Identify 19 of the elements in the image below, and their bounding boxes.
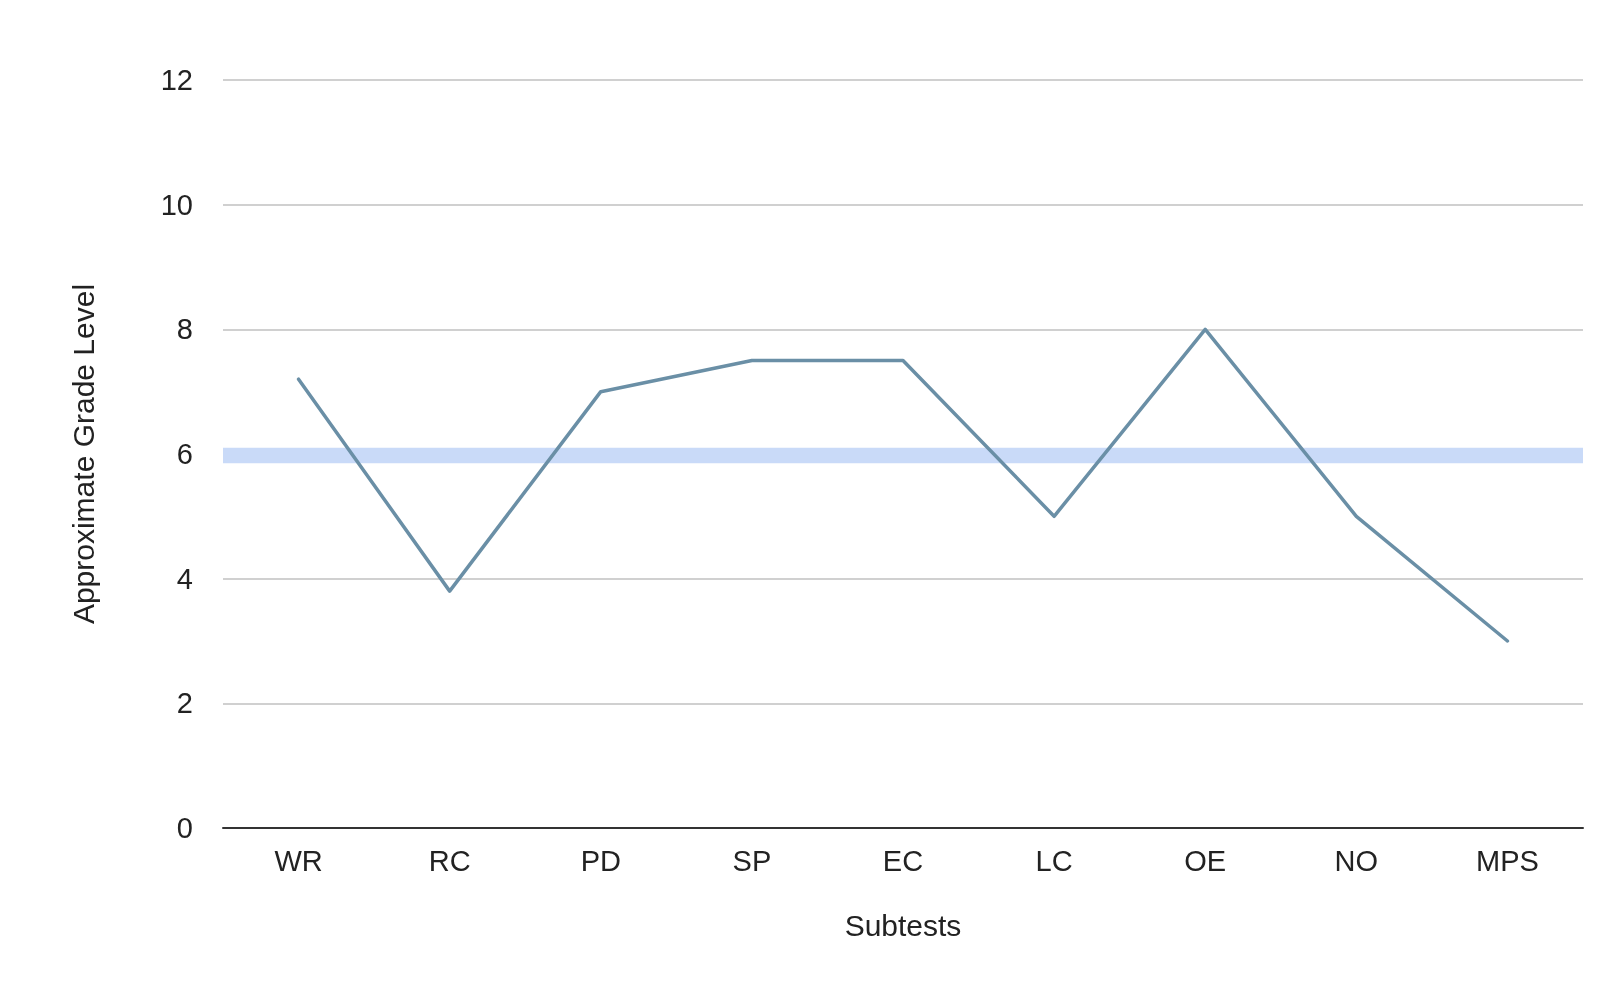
y-tick-label: 4: [176, 562, 193, 595]
y-tick-label: 12: [160, 64, 193, 96]
x-axis-title: Subtests: [844, 908, 962, 942]
x-tick-label: OE: [1184, 844, 1227, 877]
x-tick-label: EC: [882, 844, 924, 877]
y-tick-label: 0: [176, 812, 193, 844]
x-tick-label: LC: [1035, 844, 1073, 877]
x-tick-label: SP: [732, 844, 772, 877]
x-tick-label: PD: [580, 844, 621, 877]
y-tick-label: 10: [160, 188, 193, 221]
x-tick-label: RC: [428, 844, 471, 877]
y-tick-label: 6: [176, 438, 193, 470]
x-tick-label: NO: [1334, 844, 1379, 877]
y-tick-label: 8: [176, 313, 193, 346]
x-tick-label: MPS: [1476, 844, 1539, 877]
y-tick-label: 2: [176, 687, 193, 720]
x-tick-label: WR: [274, 844, 323, 877]
line-series: [296, 327, 1510, 643]
y-axis-title: Approximate Grade Level: [66, 283, 100, 625]
